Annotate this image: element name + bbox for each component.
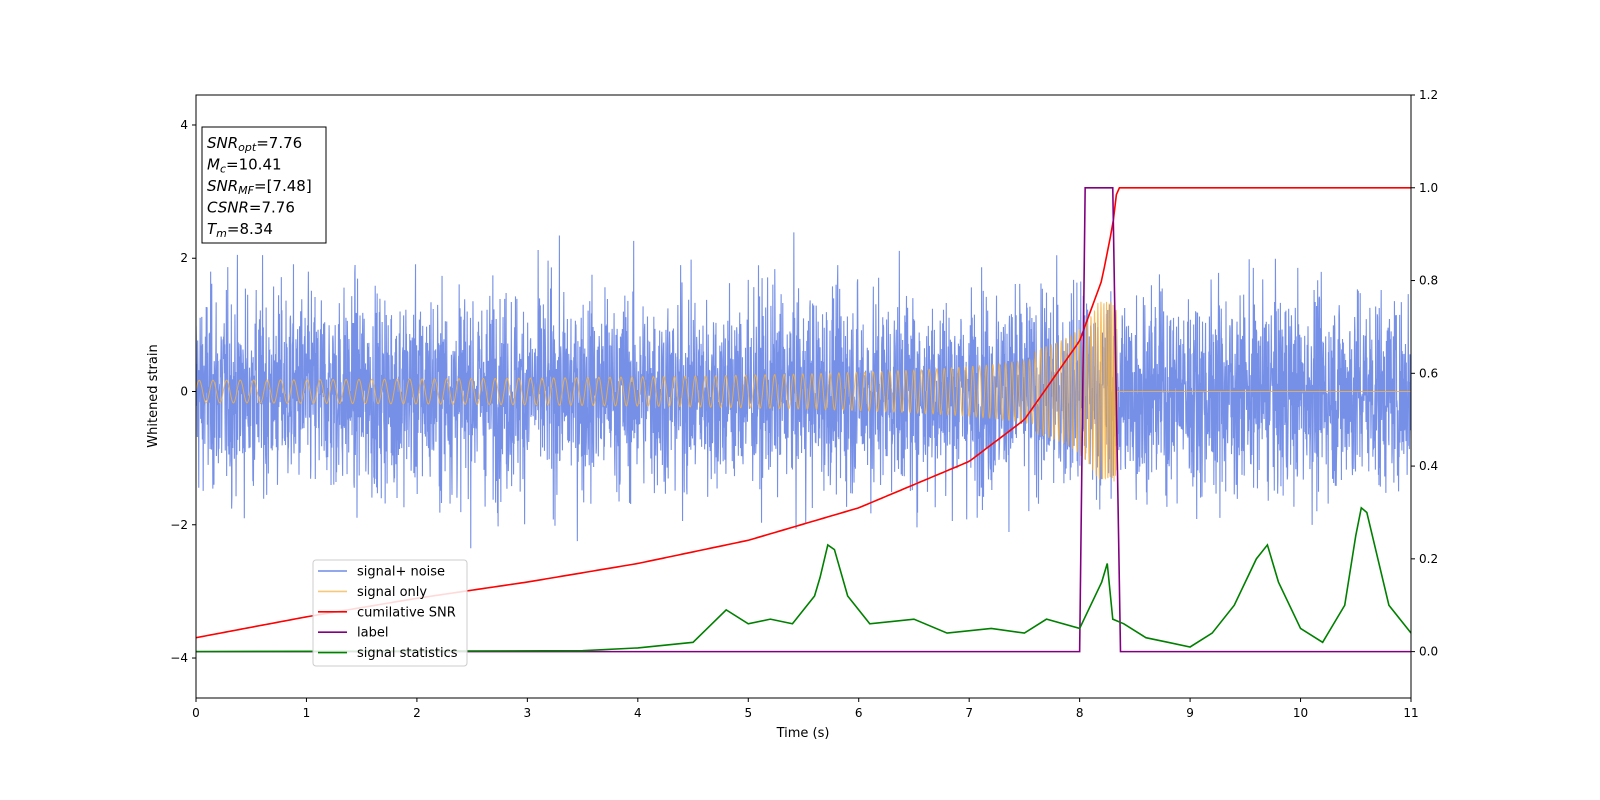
y-axis-left: −4 −2 0 2 4 — [170, 118, 196, 665]
y2-tick-label: 0.8 — [1419, 274, 1438, 288]
y-tick-label: 4 — [180, 118, 188, 132]
x-tick-label: 5 — [744, 706, 752, 720]
y2-tick-label: 0.6 — [1419, 366, 1438, 380]
x-tick-label: 4 — [634, 706, 642, 720]
x-tick-label: 3 — [524, 706, 532, 720]
y-axis-label: Whitened strain — [146, 344, 161, 447]
series-line-signal-noise — [196, 232, 1411, 549]
y2-tick-label: 1.0 — [1419, 181, 1438, 195]
x-tick-label: 2 — [413, 706, 421, 720]
series-line-signal-only — [196, 301, 1411, 482]
annotation-subscript: c — [220, 163, 226, 176]
annotation-value: =8.34 — [227, 220, 273, 238]
y2-tick-label: 1.2 — [1419, 88, 1438, 102]
x-tick-label: 8 — [1076, 706, 1084, 720]
y-axis-right: 0.0 0.2 0.4 0.6 0.8 1.0 1.2 — [1411, 88, 1438, 659]
legend-entry: cumilative SNR — [357, 605, 456, 620]
annotation-line: Tm=8.34 — [207, 220, 273, 240]
legend-entry: signal+ noise — [357, 565, 445, 580]
annotation-line: Mc=10.41 — [207, 156, 282, 176]
annotation-subscript: MF — [238, 184, 254, 197]
annotation-variable: M — [207, 156, 220, 174]
y2-tick-label: 0.2 — [1419, 552, 1438, 566]
y-tick-label: 2 — [180, 251, 188, 265]
annotation-box: SNRopt=7.76Mc=10.41SNRMF=[7.48]CSNR=7.76… — [201, 126, 327, 244]
y-tick-label: −4 — [170, 651, 188, 665]
legend: signal+ noise signal only cumilative SNR la… — [312, 559, 468, 667]
annotation-value: =7.76 — [249, 199, 295, 217]
plot-frame — [195, 94, 1412, 699]
x-tick-label: 9 — [1186, 706, 1194, 720]
series-line-label — [196, 186, 1411, 653]
y2-tick-label: 0.4 — [1419, 459, 1438, 473]
series-line-signal-statistics — [196, 506, 1411, 653]
annotation-variable: T — [207, 220, 218, 238]
y-tick-label: −2 — [170, 518, 188, 532]
x-axis: 0 1 2 3 4 5 6 7 8 9 10 11 — [192, 698, 1419, 720]
x-tick-label: 6 — [855, 706, 863, 720]
x-tick-label: 11 — [1403, 706, 1418, 720]
annotation-subscript: opt — [238, 141, 257, 154]
annotation-subscript: m — [216, 227, 227, 240]
legend-entry: signal only — [357, 585, 427, 600]
x-tick-label: 1 — [303, 706, 311, 720]
legend-entry: label — [357, 626, 388, 641]
y-tick-label: 0 — [180, 385, 188, 399]
y2-tick-label: 0.0 — [1419, 645, 1438, 659]
x-tick-label: 0 — [192, 706, 200, 720]
legend-entry: signal statistics — [357, 646, 458, 661]
annotation-value: =7.76 — [256, 134, 302, 152]
x-axis-label: Time (s) — [776, 726, 830, 741]
annotation-line: CSNR=7.76 — [207, 199, 295, 217]
annotation-line: SNRopt=7.76 — [207, 134, 302, 154]
legend-frame — [312, 559, 468, 667]
annotation-variable: SNR — [207, 177, 238, 195]
annotation-variable: SNR — [207, 134, 238, 152]
annotation-frame — [201, 126, 327, 244]
annotation-value: =[7.48] — [254, 177, 312, 195]
x-tick-label: 10 — [1293, 706, 1308, 720]
annotation-value: =10.41 — [226, 156, 282, 174]
x-tick-label: 7 — [965, 706, 973, 720]
annotation-line: SNRMF=[7.48] — [207, 177, 312, 197]
annotation-variable: CSNR — [207, 199, 249, 217]
